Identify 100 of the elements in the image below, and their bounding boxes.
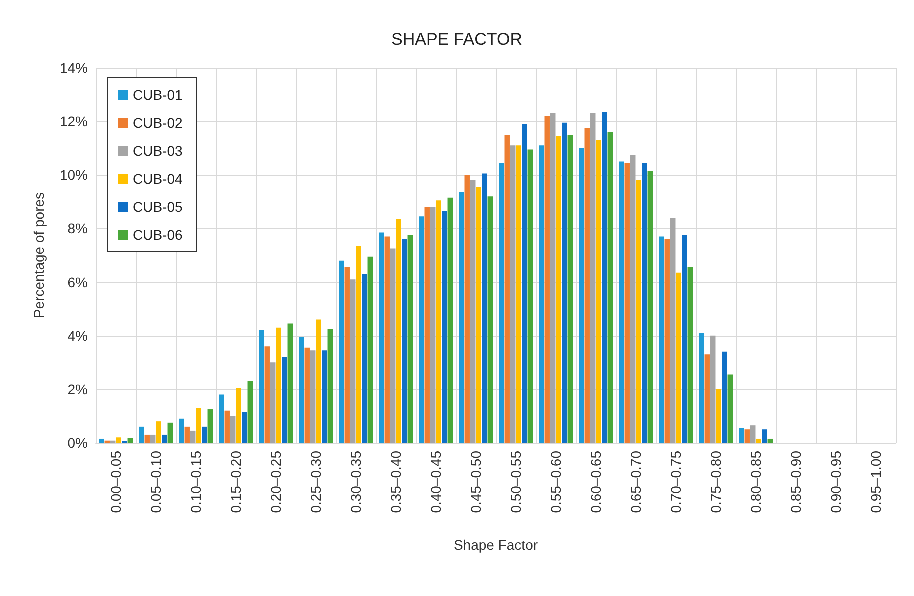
legend-label: CUB-04 (133, 171, 184, 187)
bar (568, 134, 573, 443)
bar (744, 430, 750, 443)
bar (648, 171, 653, 443)
legend-label: CUB-02 (133, 115, 184, 131)
bar (430, 207, 436, 443)
bar (242, 412, 248, 443)
bar (368, 256, 373, 443)
bar (322, 350, 328, 443)
bar (750, 426, 756, 443)
bar (282, 357, 288, 443)
x-tick-label: 0.55–0.60 (548, 450, 564, 514)
legend-label: CUB-05 (133, 199, 184, 215)
bar (419, 216, 424, 443)
bar (230, 416, 236, 443)
bar (224, 410, 230, 443)
y-tick-label: 8% (68, 220, 88, 237)
bar (219, 394, 224, 443)
bar (550, 114, 556, 443)
x-tick-label: 0.40–0.45 (428, 450, 444, 514)
bar (602, 112, 608, 443)
bar (339, 260, 344, 443)
bar (562, 122, 568, 443)
bar (762, 430, 768, 443)
bar (310, 350, 316, 443)
x-axis-title: Shape Factor (454, 537, 538, 553)
x-tick-label: 0.85–0.90 (788, 450, 804, 514)
bar (162, 434, 168, 443)
legend-label: CUB-06 (133, 227, 184, 243)
bar (156, 422, 162, 443)
y-tick-label: 4% (68, 328, 88, 344)
bar (316, 320, 322, 443)
bar (196, 408, 202, 443)
bar (688, 268, 693, 443)
bar (636, 180, 642, 443)
x-tick-label: 0.60–0.65 (588, 450, 604, 514)
x-tick-label: 0.95–1.00 (868, 450, 884, 514)
bar (522, 124, 528, 443)
bar (756, 438, 762, 443)
bar (579, 148, 584, 443)
bar (288, 324, 293, 443)
bar (704, 354, 710, 443)
bar (396, 219, 402, 443)
bar (99, 438, 104, 443)
bar (499, 163, 504, 443)
y-tick-label: 12% (60, 114, 88, 130)
bar (528, 150, 533, 443)
bar (768, 438, 773, 443)
x-tick-label: 0.20–0.25 (268, 450, 284, 514)
x-tick-label: 0.75–0.80 (708, 450, 724, 514)
bar (556, 136, 562, 443)
bar (144, 434, 150, 443)
bar (728, 374, 733, 443)
bar (464, 175, 470, 443)
bar (116, 438, 122, 443)
bar (168, 422, 173, 443)
bar (259, 330, 264, 443)
bar (664, 239, 670, 443)
bar (408, 235, 413, 443)
x-tick-label: 0.50–0.55 (508, 450, 524, 514)
bar (516, 146, 522, 443)
bar (676, 272, 682, 443)
bar (739, 428, 744, 443)
bar (384, 236, 390, 443)
x-tick-label: 0.00–0.05 (108, 450, 124, 514)
bar (179, 418, 184, 443)
bar (482, 174, 488, 443)
bar (608, 132, 613, 443)
bar (202, 426, 208, 443)
bar (139, 426, 144, 443)
bar (510, 146, 516, 443)
bar (190, 430, 196, 443)
y-tick-label: 14% (60, 60, 88, 76)
bar (642, 163, 648, 443)
x-tick-label: 0.80–0.85 (748, 450, 764, 514)
y-axis-title: Percentage of pores (31, 192, 47, 319)
bar (722, 352, 728, 443)
bar (539, 146, 544, 443)
bar (390, 248, 396, 443)
bar (276, 328, 282, 443)
y-tick-label: 10% (60, 167, 88, 184)
bar (624, 163, 630, 443)
bar (544, 116, 550, 443)
bar (184, 426, 190, 443)
bar (356, 246, 362, 443)
bar (402, 239, 408, 443)
bar (304, 348, 310, 443)
bar (270, 362, 276, 443)
bar (584, 128, 590, 443)
y-tick-label: 2% (68, 381, 88, 398)
bar (716, 389, 722, 443)
y-tick-label: 6% (68, 274, 88, 290)
bar (424, 207, 430, 443)
bar (596, 140, 602, 443)
x-tick-label: 0.65–0.70 (628, 450, 644, 514)
bar (344, 268, 350, 443)
bar (328, 329, 333, 443)
bar (619, 162, 624, 443)
bar (590, 114, 596, 443)
bar (476, 187, 482, 443)
